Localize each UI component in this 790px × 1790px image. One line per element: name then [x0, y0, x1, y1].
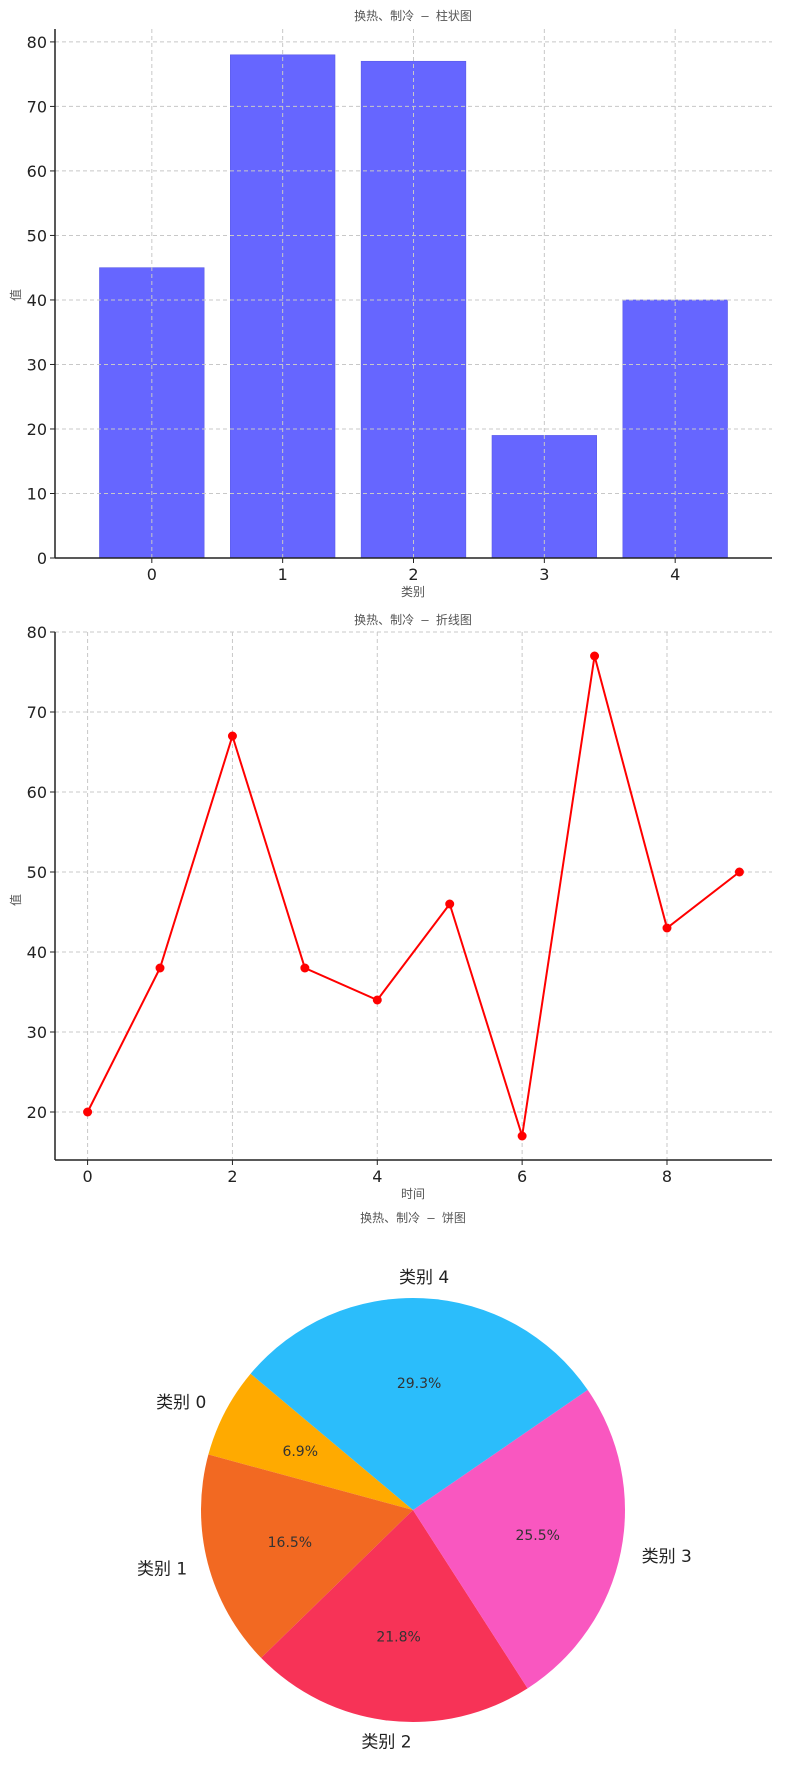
line-ytick-30: 30 [27, 1023, 47, 1042]
bar-ytick-20: 20 [27, 420, 47, 439]
pie-chart: 换热、制冷 – 饼图 6.9% 类别 0 16.5% 类别 1 21.8% 类别 2 25.… [137, 1211, 692, 1753]
pie-pct-0: 6.9% [282, 1444, 318, 1460]
bar-ytick-80: 80 [27, 33, 47, 52]
line-xtick-0: 0 [82, 1167, 92, 1186]
bar-ytick-70: 70 [27, 97, 47, 116]
pie-slice-3 [413, 1389, 626, 1689]
line-point-2 [227, 731, 237, 741]
pie-slice-2 [261, 1510, 528, 1722]
bar-ytick-0: 0 [37, 549, 47, 568]
pie-label-4: 类别 4 [399, 1268, 449, 1288]
line-chart-title: 换热、制冷 – 折线图 [354, 612, 472, 627]
bar-chart-panel: 换热、制冷 – 柱状图 类别 值 0 10 20 30 40 50 60 70 80 0 1 2 3 4 [0, 0, 790, 610]
line-point-8 [662, 923, 672, 933]
line-point-4 [372, 995, 382, 1005]
bar-1 [230, 54, 336, 559]
bar-3 [491, 435, 597, 559]
line-point-0 [83, 1107, 93, 1117]
bar-chart-xlabel: 类别 [401, 585, 425, 599]
line-ytick-20: 20 [27, 1103, 47, 1122]
bar-chart-ylabel: 值 [8, 289, 23, 301]
line-ytick-70: 70 [27, 703, 47, 722]
pie-slice-1 [201, 1454, 413, 1658]
bar-xtick-0: 0 [147, 565, 157, 584]
line-chart-panel: 换热、制冷 – 折线图 时间 值 20 30 40 50 60 70 80 0 2 4 6 8 [0, 610, 790, 1210]
pie-pct-2: 21.8% [376, 1629, 420, 1645]
bar-xtick-2: 2 [408, 565, 418, 584]
line-chart-xlabel: 时间 [401, 1187, 425, 1201]
line-ytick-40: 40 [27, 943, 47, 962]
bar-ytick-30: 30 [27, 355, 47, 374]
pie-label-2: 类别 2 [361, 1733, 411, 1753]
bar-xtick-4: 4 [670, 565, 680, 584]
line-point-6 [517, 1131, 527, 1141]
line-ytick-50: 50 [27, 863, 47, 882]
bar-ytick-60: 60 [27, 162, 47, 181]
line-xtick-8: 8 [662, 1167, 672, 1186]
line-chart: 换热、制冷 – 折线图 时间 值 20 30 40 50 60 70 80 0 2 4 6 8 [8, 612, 772, 1201]
bar-chart: 换热、制冷 – 柱状图 类别 值 0 10 20 30 40 50 60 70 80 0 1 2 3 4 [8, 8, 772, 599]
line-ytick-80: 80 [27, 623, 47, 642]
line-point-5 [445, 899, 455, 909]
bar-chart-title: 换热、制冷 – 柱状图 [354, 8, 472, 23]
bar-ytick-50: 50 [27, 226, 47, 245]
bar-xtick-3: 3 [539, 565, 549, 584]
pie-pct-3: 25.5% [515, 1528, 559, 1544]
line-xtick-4: 4 [372, 1167, 382, 1186]
pie-label-0: 类别 0 [156, 1393, 206, 1413]
line-point-1 [155, 963, 165, 973]
pie-pct-1: 16.5% [268, 1535, 312, 1551]
pie-slice-4 [250, 1298, 588, 1510]
line-chart-ylabel: 值 [8, 894, 23, 906]
line-series [86, 655, 741, 1137]
pie-label-1: 类别 1 [137, 1560, 187, 1580]
pie-slice-0 [208, 1373, 413, 1510]
line-point-7 [590, 651, 600, 661]
bar-xtick-1: 1 [278, 565, 288, 584]
bar-ytick-40: 40 [27, 291, 47, 310]
line-xtick-2: 2 [227, 1167, 237, 1186]
line-xtick-6: 6 [517, 1167, 527, 1186]
pie-pct-4: 29.3% [397, 1376, 441, 1392]
pie-label-3: 类别 3 [642, 1547, 692, 1567]
line-ytick-60: 60 [27, 783, 47, 802]
line-point-3 [300, 963, 310, 973]
line-point-9 [734, 867, 744, 877]
bar-ytick-10: 10 [27, 484, 47, 503]
pie-chart-panel: 换热、制冷 – 饼图 6.9% 类别 0 16.5% 类别 1 21.8% 类别 2 25.… [0, 1210, 790, 1790]
pie-chart-title: 换热、制冷 – 饼图 [360, 1211, 466, 1225]
